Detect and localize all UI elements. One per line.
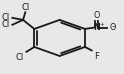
Text: Cl: Cl — [16, 53, 24, 62]
Text: N: N — [93, 23, 100, 32]
Text: Cl: Cl — [1, 13, 10, 22]
Text: Cl: Cl — [1, 20, 10, 29]
Text: O: O — [93, 11, 99, 20]
Text: −: − — [112, 23, 116, 28]
Text: O: O — [110, 23, 116, 32]
Text: +: + — [99, 22, 104, 27]
Text: Cl: Cl — [21, 3, 29, 12]
Text: F: F — [94, 52, 99, 61]
